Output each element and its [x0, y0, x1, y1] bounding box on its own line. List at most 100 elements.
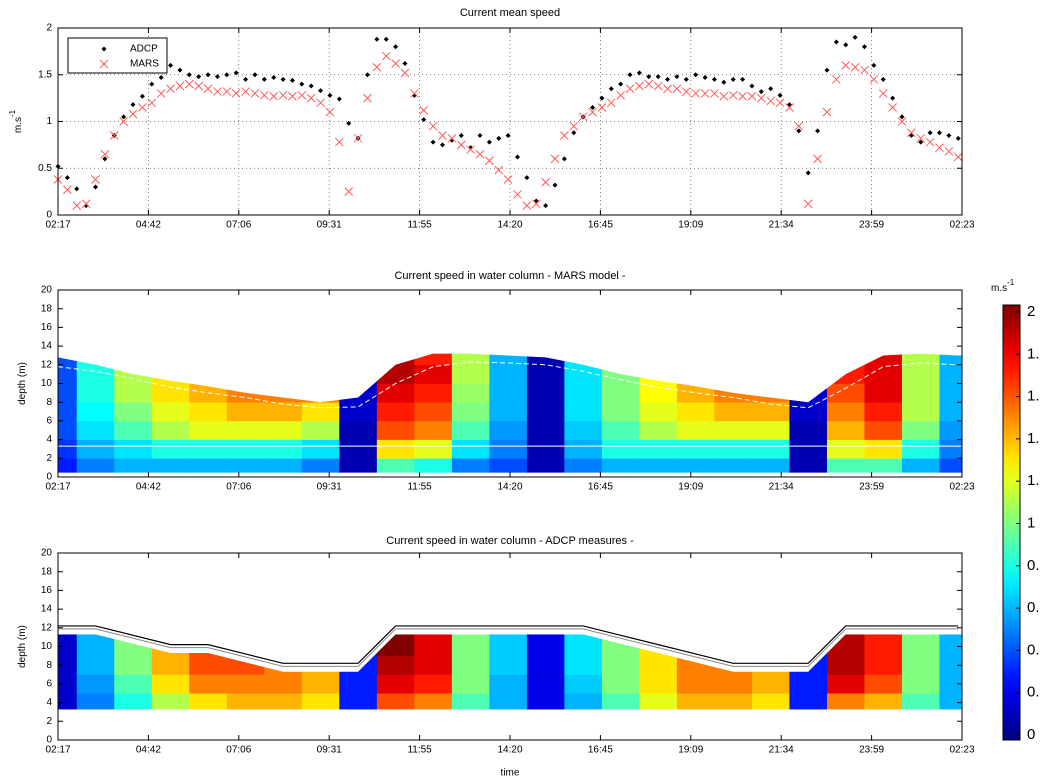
marker-diamond — [318, 88, 324, 94]
marker-x — [719, 91, 729, 101]
legend-label: ADCP — [130, 44, 158, 55]
marker-diamond — [552, 182, 558, 188]
marker-x — [466, 145, 475, 154]
y-tick-label: 6 — [46, 679, 52, 690]
heatmap-cell — [601, 458, 640, 473]
heatmap-cell — [114, 674, 153, 694]
marker-x — [578, 112, 588, 122]
y-axis-label: depth (m) — [17, 625, 28, 668]
heatmap-cell — [226, 458, 265, 473]
heatmap-cell — [939, 634, 963, 657]
heatmap-cell — [151, 674, 190, 694]
y-axis-label-text: depth (m) — [17, 362, 28, 405]
marker-diamond — [168, 62, 174, 68]
x-tick-label: 11:55 — [407, 482, 432, 493]
heatmap-cell — [526, 364, 565, 384]
heatmap-cell — [451, 693, 490, 710]
heatmap-cell — [826, 458, 865, 473]
x-tick-label: 21:34 — [769, 745, 794, 756]
colorbar-tick-label: 0 — [1027, 726, 1035, 743]
heatmap-cell — [789, 674, 828, 694]
outline-line — [58, 625, 959, 664]
heatmap-cell — [939, 402, 963, 422]
marker-diamond — [571, 130, 577, 136]
marker-diamond — [880, 76, 886, 82]
heatmap-cell — [264, 674, 303, 694]
x-tick-label: 19:09 — [678, 482, 703, 493]
marker-diamond — [505, 133, 511, 139]
colorbar-tick-label: 0. — [1027, 641, 1040, 658]
heatmap-cell — [939, 383, 963, 403]
heatmap-cell — [114, 383, 153, 403]
colorbar-label-sup: -1 — [1007, 278, 1015, 287]
heatmap-cell — [339, 402, 378, 422]
heatmap-cell — [301, 402, 340, 422]
heatmap-cell — [226, 420, 265, 440]
heatmap-cell — [264, 458, 303, 473]
marker-diamond — [289, 77, 295, 83]
marker-x — [897, 117, 907, 126]
heatmap-cell — [751, 674, 790, 694]
y-tick-label: 1.5 — [38, 69, 52, 80]
marker-diamond — [674, 74, 680, 80]
marker-x — [785, 103, 794, 112]
heatmap-cell — [939, 439, 963, 459]
marker-x — [250, 89, 260, 98]
marker-diamond — [590, 104, 596, 110]
colorbar-tick-label: 1. — [1027, 472, 1040, 489]
heatmap-cell — [864, 383, 903, 403]
x-tick-label: 21:34 — [769, 482, 794, 493]
marker-x — [756, 93, 766, 103]
heatmap-cell — [151, 402, 190, 422]
marker-diamond — [299, 81, 305, 87]
colorbar-tick-label: 1. — [1027, 430, 1040, 447]
marker-diamond — [64, 175, 70, 181]
legend-label: MARS — [130, 59, 159, 70]
marker-diamond — [899, 114, 905, 120]
x-tick-label: 19:09 — [678, 745, 703, 756]
marker-diamond — [177, 67, 183, 73]
marker-diamond — [843, 42, 849, 48]
heatmap-cell — [901, 439, 940, 459]
x-tick-label: 04:42 — [136, 482, 161, 493]
chart-title: Current speed in water column - MARS mod… — [394, 270, 625, 282]
y-tick-label: 2 — [46, 23, 52, 34]
heatmap-cell — [376, 674, 415, 694]
marker-x — [119, 117, 128, 126]
marker-diamond — [749, 83, 755, 89]
heatmap-cell — [451, 439, 490, 459]
heatmap-cell — [489, 458, 528, 473]
heatmap-cell — [564, 693, 603, 710]
heatmap-cell — [901, 674, 940, 694]
marker-x — [306, 93, 316, 103]
heatmap-cell — [76, 458, 115, 473]
y-tick-label: 4 — [46, 697, 52, 708]
marker-diamond — [946, 133, 952, 139]
heatmap-cell — [751, 439, 790, 459]
marker-diamond — [364, 72, 370, 78]
marker-diamond — [196, 74, 202, 80]
marker-x — [428, 121, 438, 131]
heatmap-cell — [226, 402, 265, 422]
marker-diamond — [608, 86, 614, 92]
heatmap-cell — [376, 458, 415, 473]
marker-x — [344, 187, 354, 196]
heatmap-cell — [901, 383, 940, 403]
heatmap-cell — [76, 693, 115, 710]
marker-diamond — [777, 92, 783, 98]
heatmap-cell — [414, 693, 453, 710]
heatmap-cell — [939, 364, 963, 384]
heatmap-cell — [526, 634, 565, 657]
heatmap-cell — [76, 634, 115, 657]
heatmap-cell — [114, 693, 153, 710]
x-tick-label: 19:09 — [678, 220, 703, 231]
y-tick-label: 18 — [41, 303, 53, 314]
heatmap-cell — [58, 693, 78, 710]
heatmap-cell — [339, 458, 378, 473]
heatmap-cell — [826, 674, 865, 694]
x-tick-label: 02:17 — [45, 220, 70, 231]
x-tick-label: 14:20 — [497, 745, 522, 756]
heatmap-cell — [714, 420, 753, 440]
heatmap-cell — [301, 439, 340, 459]
heatmap-cell — [451, 402, 490, 422]
